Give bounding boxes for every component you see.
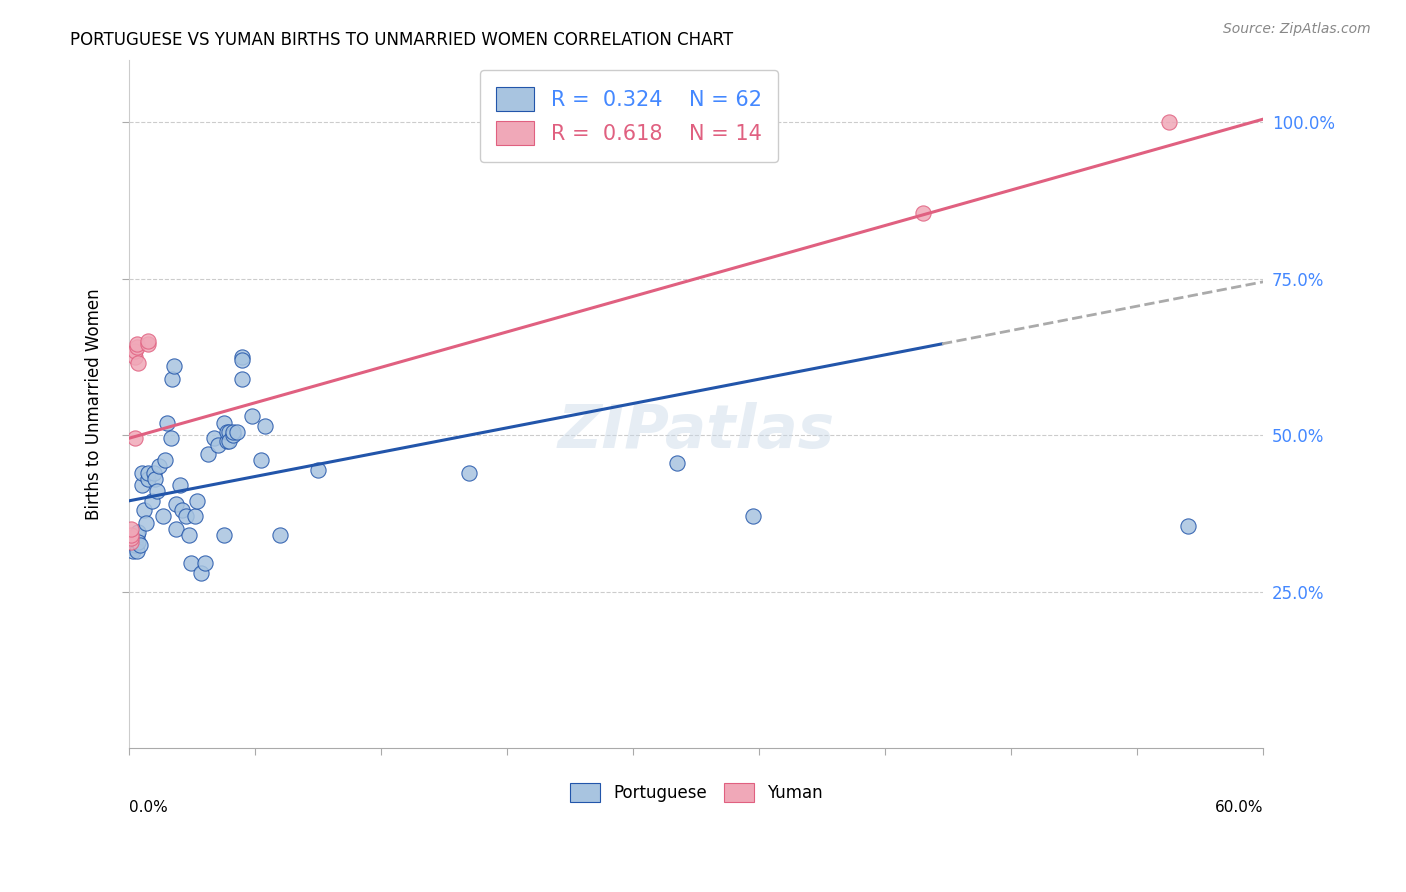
Point xyxy=(121,541,143,555)
Point xyxy=(159,431,181,445)
Point xyxy=(135,516,157,530)
Point xyxy=(120,532,142,546)
Point xyxy=(212,416,235,430)
Point xyxy=(127,534,149,549)
Point xyxy=(124,350,146,364)
Point xyxy=(125,528,148,542)
Point xyxy=(127,356,149,370)
Point xyxy=(131,478,153,492)
Point xyxy=(1157,115,1180,129)
Point xyxy=(169,478,191,492)
Point xyxy=(240,409,263,424)
Point xyxy=(231,372,253,386)
Point xyxy=(190,566,212,580)
Point xyxy=(121,544,143,558)
Point xyxy=(269,528,291,542)
Point xyxy=(136,472,159,486)
Point xyxy=(141,493,163,508)
Point xyxy=(125,341,148,355)
Point xyxy=(124,343,146,358)
Point xyxy=(124,538,146,552)
Point xyxy=(250,453,273,467)
Text: 0.0%: 0.0% xyxy=(129,800,167,814)
Point xyxy=(170,503,193,517)
Point xyxy=(212,528,235,542)
Point xyxy=(222,425,245,439)
Point xyxy=(217,425,239,439)
Point xyxy=(222,428,245,442)
Point xyxy=(148,459,170,474)
Point xyxy=(152,509,174,524)
Point xyxy=(136,337,159,351)
Point xyxy=(153,453,176,467)
Point xyxy=(125,337,148,351)
Point xyxy=(186,493,208,508)
Point xyxy=(120,528,142,542)
Point xyxy=(120,532,142,546)
Point xyxy=(912,206,935,220)
Point xyxy=(202,431,225,445)
Point xyxy=(165,522,187,536)
Point xyxy=(666,456,689,470)
Point xyxy=(174,509,197,524)
Point xyxy=(218,425,240,439)
Point xyxy=(124,431,146,445)
Text: 60.0%: 60.0% xyxy=(1215,800,1264,814)
Point xyxy=(218,434,240,449)
Point xyxy=(156,416,179,430)
Point xyxy=(225,425,247,439)
Point xyxy=(129,538,152,552)
Point xyxy=(163,359,186,374)
Y-axis label: Births to Unmarried Women: Births to Unmarried Women xyxy=(86,288,103,520)
Point xyxy=(1177,519,1199,533)
Point xyxy=(142,466,165,480)
Point xyxy=(136,334,159,349)
Point xyxy=(134,503,156,517)
Point xyxy=(165,497,187,511)
Point xyxy=(197,447,219,461)
Point xyxy=(124,534,146,549)
Point xyxy=(162,372,184,386)
Point xyxy=(146,484,169,499)
Point xyxy=(180,557,202,571)
Point xyxy=(179,528,201,542)
Point xyxy=(217,434,239,449)
Point xyxy=(231,353,253,368)
Text: ZIPatlas: ZIPatlas xyxy=(558,402,835,461)
Point xyxy=(145,472,167,486)
Point xyxy=(184,509,207,524)
Point xyxy=(307,462,329,476)
Point xyxy=(207,437,229,451)
Point xyxy=(127,525,149,540)
Point xyxy=(458,466,481,480)
Point xyxy=(136,466,159,480)
Point xyxy=(254,418,277,433)
Point xyxy=(120,534,142,549)
Point xyxy=(131,466,153,480)
Point xyxy=(742,509,765,524)
Legend: Portuguese, Yuman: Portuguese, Yuman xyxy=(564,776,830,808)
Text: PORTUGUESE VS YUMAN BIRTHS TO UNMARRIED WOMEN CORRELATION CHART: PORTUGUESE VS YUMAN BIRTHS TO UNMARRIED … xyxy=(70,31,734,49)
Text: Source: ZipAtlas.com: Source: ZipAtlas.com xyxy=(1223,22,1371,37)
Point xyxy=(125,544,148,558)
Point xyxy=(231,350,253,364)
Point xyxy=(194,557,217,571)
Point xyxy=(120,522,142,536)
